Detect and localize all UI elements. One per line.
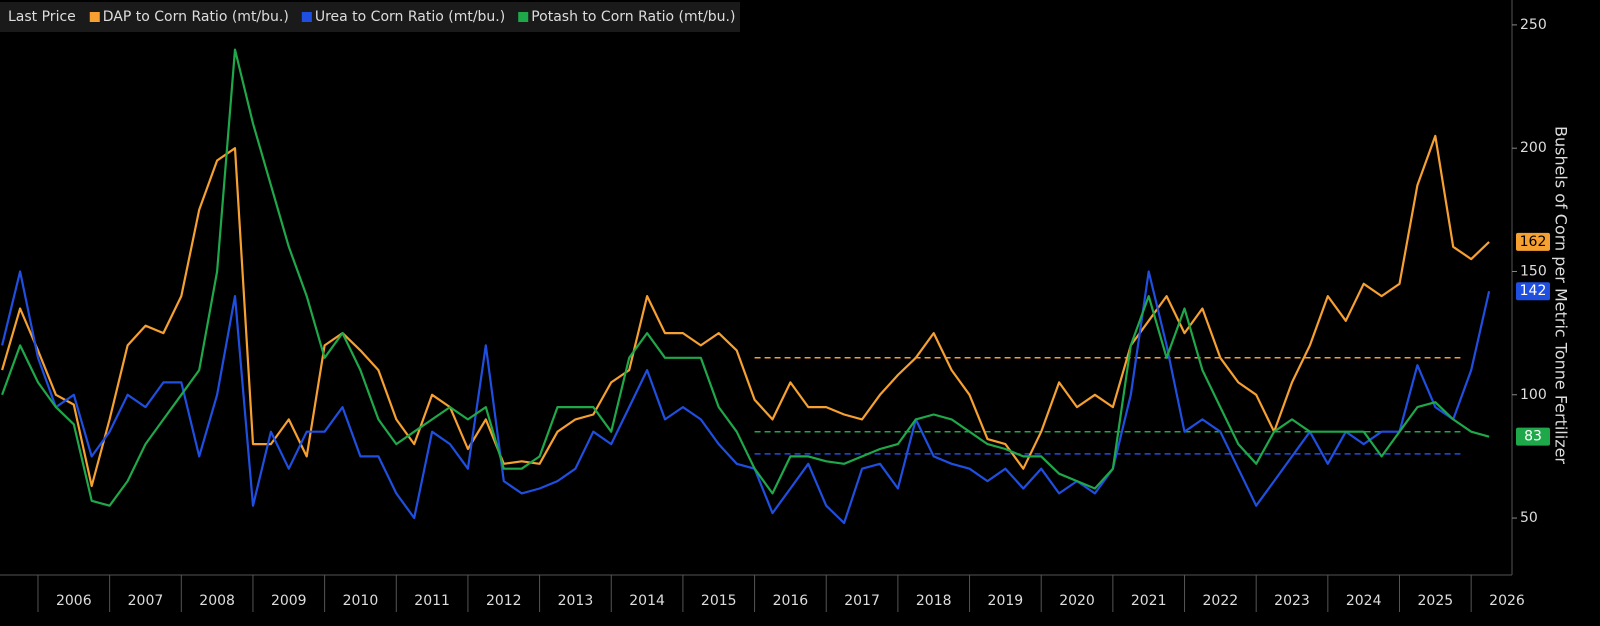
y-tick-label: 100 [1520,387,1547,403]
x-tick-label: 2019 [988,593,1024,609]
legend-swatch [301,12,312,22]
y-tick-label: 250 [1520,17,1547,33]
x-tick-label: 2012 [486,593,522,609]
x-tick-label: 2009 [271,593,307,609]
x-tick-label: 2016 [773,593,809,609]
x-tick-label: 2017 [844,593,880,609]
series-line [1,48,1490,507]
last-value-box [1516,282,1550,301]
x-tick-label: 2026 [1489,593,1525,609]
last-value-label: 142 [1520,283,1547,299]
x-tick-label: 2010 [343,593,379,609]
legend-swatch [89,12,100,22]
legend-box [0,2,740,32]
x-tick-label: 2011 [414,593,450,609]
legend-swatch [518,12,529,22]
last-value-box [1516,427,1550,446]
x-tick-label: 2018 [916,593,952,609]
last-value-label: 162 [1520,234,1547,250]
x-tick-label: 2023 [1274,593,1310,609]
x-tick-label: 2024 [1346,593,1382,609]
legend-title: Last Price [8,9,76,25]
x-tick-label: 2025 [1418,593,1454,609]
x-tick-label: 2021 [1131,593,1167,609]
legend-label: Urea to Corn Ratio (mt/bu.) [315,9,505,25]
legend-label: Potash to Corn Ratio (mt/bu.) [531,9,735,25]
last-value-box [1516,232,1550,251]
x-tick-label: 2008 [199,593,235,609]
x-tick-label: 2007 [128,593,164,609]
y-tick-label: 150 [1520,263,1547,279]
y-tick-label: 50 [1520,510,1538,526]
legend-label: DAP to Corn Ratio (mt/bu.) [103,9,289,25]
x-tick-label: 2013 [558,593,594,609]
y-axis-title: Bushels of Corn per Metric Tonne Fertili… [1552,126,1571,464]
x-tick-label: 2014 [629,593,665,609]
series-line [1,134,1490,488]
last-value-label: 83 [1524,429,1542,445]
x-tick-label: 2020 [1059,593,1095,609]
series-line [1,270,1491,525]
x-tick-label: 2022 [1203,593,1239,609]
x-tick-label: 2015 [701,593,737,609]
y-tick-label: 200 [1520,140,1547,156]
x-tick-label: 2006 [56,593,92,609]
